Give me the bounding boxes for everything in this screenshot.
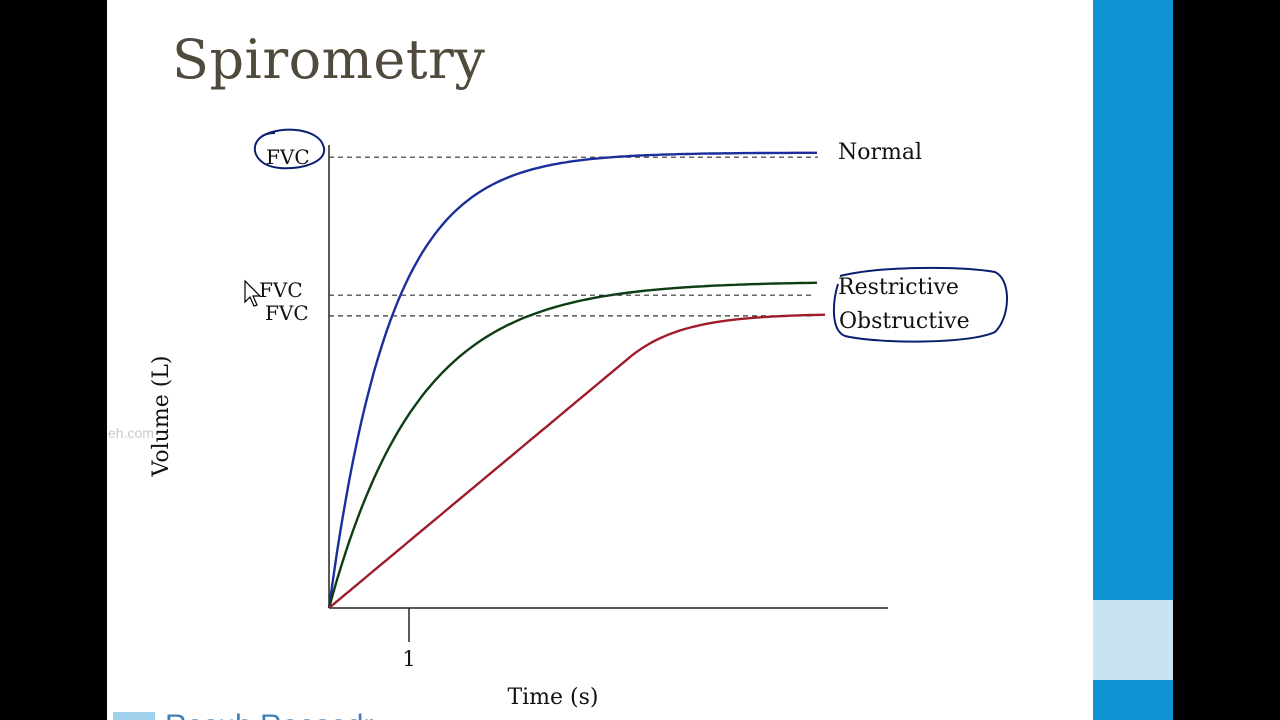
series-layer (327, 151, 826, 609)
series-line-restrictive (327, 281, 818, 609)
watermark-text: eh.com (108, 425, 154, 441)
series-label-restrictive: Restrictive (838, 275, 959, 300)
fvc-label-normal: FVC (266, 145, 310, 169)
accent-bar-highlight (1093, 600, 1173, 680)
fvc-label-obstructive: FVC (265, 301, 309, 325)
series-line-normal (327, 151, 817, 609)
series-label-normal: Normal (838, 140, 922, 165)
slide-title: Spirometry (172, 28, 486, 91)
y-axis-label: Volume (L) (149, 356, 174, 478)
footer-text: Resuh Reesedr (165, 709, 373, 720)
slide-canvas (107, 0, 1093, 720)
handwritten-circle-fvc (253, 128, 326, 170)
footer-logo-icon (113, 712, 155, 720)
x-ticks: 1 (402, 608, 416, 671)
handwritten-circle-labels (833, 266, 1008, 343)
mouse-cursor-icon (244, 279, 262, 307)
x-tick-label: 1 (402, 647, 415, 671)
series-line-obstructive (328, 313, 826, 609)
series-label-obstructive: Obstructive (839, 309, 970, 334)
fvc-label-restrictive: FVC (259, 278, 303, 302)
reference-lines (329, 156, 818, 317)
x-axis-label: Time (s) (507, 685, 598, 710)
